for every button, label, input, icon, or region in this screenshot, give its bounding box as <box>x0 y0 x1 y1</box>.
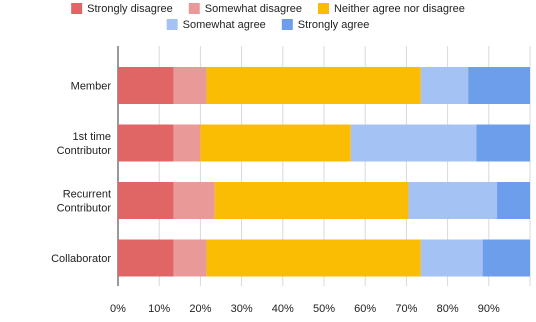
legend-label: Strongly disagree <box>87 3 173 15</box>
bar-group-1st-time-contributor <box>118 124 530 162</box>
bar-segment-somewhat-disagree <box>173 182 215 219</box>
bar-segment-somewhat-disagree <box>173 239 207 277</box>
category-labels: Member 1st time Contributor Recurrent Contri… <box>51 81 111 266</box>
x-tick-label: 0% <box>110 303 126 315</box>
x-tick-label: 10% <box>148 303 170 315</box>
x-tick-label: 70% <box>395 303 417 315</box>
bar-segment-somewhat-agree <box>420 67 469 104</box>
category-label-collaborator: Collaborator <box>51 253 111 265</box>
bar-segment-strongly-agree <box>482 239 530 277</box>
bar-segment-neither-agree-nor-disagree <box>200 124 351 162</box>
legend-swatch <box>71 3 83 14</box>
bar-group-collaborator <box>118 239 530 277</box>
x-axis-tick-labels: 0% 10% 20% 30% 40% 50% 60% 70% 80% 90% <box>110 303 500 315</box>
category-label-member: Member <box>71 81 112 93</box>
bar-segment-somewhat-disagree <box>173 67 207 104</box>
bar-segment-somewhat-disagree <box>173 124 201 162</box>
bar-segment-neither-agree-nor-disagree <box>214 182 409 219</box>
bar-segment-strongly-disagree <box>118 239 174 277</box>
legend-swatch <box>281 19 293 30</box>
x-tick-label: 90% <box>478 303 500 315</box>
bar-segment-strongly-disagree <box>118 124 174 162</box>
category-label-recurrent-contributor: Recurrent Contributor <box>57 189 112 215</box>
bar-group-recurrent-contributor <box>118 182 530 219</box>
bar-segment-strongly-agree <box>497 182 530 219</box>
x-tick-label: 80% <box>437 303 459 315</box>
bar-segment-strongly-agree <box>476 124 530 162</box>
legend-item-strongly-agree[interactable]: Strongly agree <box>281 19 370 31</box>
bar-segment-somewhat-agree <box>420 239 483 277</box>
bar-group-member <box>118 67 530 104</box>
legend-swatch <box>166 19 178 30</box>
category-label-1st-time-contributor: 1st time Contributor <box>57 131 112 157</box>
bar-segment-somewhat-agree <box>408 182 498 219</box>
legend-label: Somewhat agree <box>183 19 266 31</box>
legend-item-strongly-disagree[interactable]: Strongly disagree <box>71 3 173 15</box>
bar-segment-strongly-disagree <box>118 182 174 219</box>
bar-segment-somewhat-agree <box>350 124 477 162</box>
legend-label: Neither agree nor disagree <box>334 3 465 15</box>
chart-legend: Strongly disagree Somewhat disagree Neithe… <box>71 3 465 31</box>
legend-item-somewhat-agree[interactable]: Somewhat agree <box>166 19 266 31</box>
x-tick-label: 30% <box>231 303 253 315</box>
legend-item-neither-agree-nor-disagree[interactable]: Neither agree nor disagree <box>317 3 465 15</box>
x-tick-label: 50% <box>313 303 335 315</box>
bar-segment-neither-agree-nor-disagree <box>206 67 421 104</box>
x-tick-label: 60% <box>354 303 376 315</box>
x-tick-label: 20% <box>189 303 211 315</box>
legend-label: Somewhat disagree <box>205 3 302 15</box>
bar-segment-strongly-disagree <box>118 67 174 104</box>
legend-swatch <box>188 3 200 14</box>
x-tick-label: 40% <box>272 303 294 315</box>
chart-bars <box>118 67 530 277</box>
legend-item-somewhat-disagree[interactable]: Somewhat disagree <box>188 3 302 15</box>
legend-swatch <box>317 3 329 14</box>
bar-segment-neither-agree-nor-disagree <box>206 239 421 277</box>
legend-label: Strongly agree <box>298 19 370 31</box>
bar-segment-strongly-agree <box>468 67 530 104</box>
